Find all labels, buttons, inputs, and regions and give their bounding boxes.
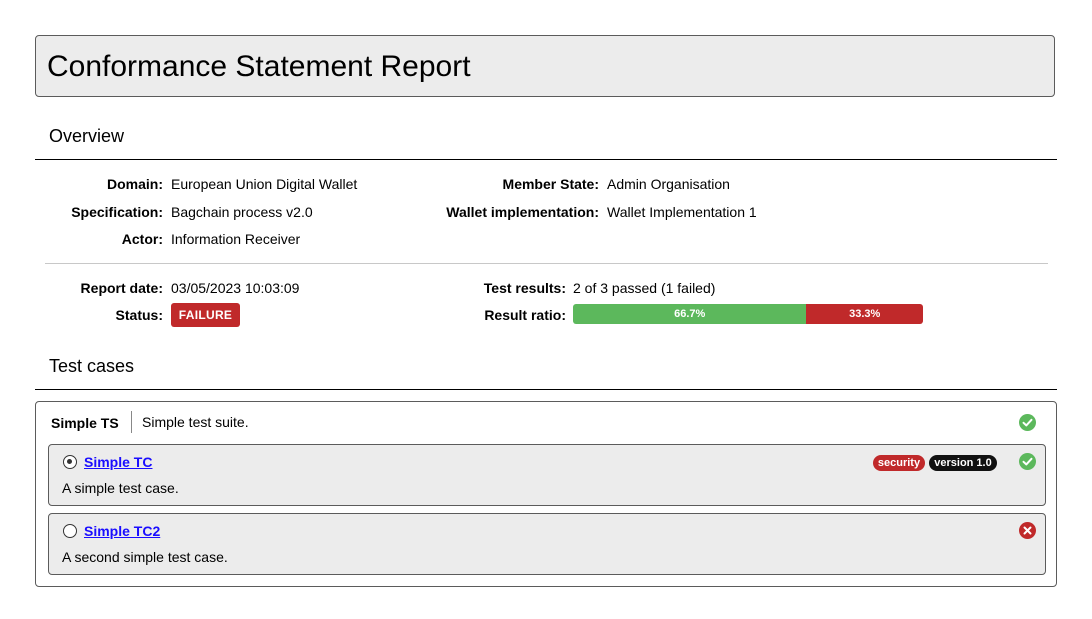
test-suite-panel[interactable]: Simple TS Simple test suite. Simple TC s…	[35, 401, 1057, 587]
status-label: Status:	[115, 307, 163, 323]
test-case-description: A second simple test case.	[62, 549, 228, 565]
check-circle-icon	[1019, 453, 1036, 470]
result-ratio-bar: 66.7% 33.3%	[573, 304, 923, 324]
test-cases-heading: Test cases	[49, 356, 135, 376]
test-suite-name: Simple TS	[51, 415, 119, 431]
actor-value: Information Receiver	[171, 231, 301, 247]
page-title: Conformance Statement Report	[47, 50, 471, 83]
overview-section-header: Overview	[35, 126, 1057, 160]
status-badge: FAILURE	[171, 303, 240, 327]
report-date-label: Report date:	[80, 280, 163, 296]
test-results-label: Test results:	[483, 280, 566, 296]
test-case-row[interactable]: Simple TC2 A second simple test case.	[48, 513, 1046, 575]
test-case-select-radio[interactable]	[63, 524, 77, 538]
wallet-implementation-label: Wallet implementation:	[446, 204, 599, 220]
specification-value: Bagchain process v2.0	[171, 204, 313, 220]
test-results-value: 2 of 3 passed (1 failed)	[573, 280, 716, 296]
member-state-label: Member State:	[502, 176, 599, 192]
test-suite-description: Simple test suite.	[142, 414, 249, 430]
test-case-description: A simple test case.	[62, 480, 179, 496]
domain-label: Domain:	[107, 176, 163, 192]
result-ratio-label: Result ratio:	[484, 307, 566, 323]
check-circle-icon	[1019, 414, 1036, 431]
test-cases-section-header: Test cases	[35, 356, 1057, 390]
wallet-implementation-value: Wallet Implementation 1	[607, 204, 757, 220]
domain-value: European Union Digital Wallet	[171, 176, 358, 192]
test-case-link[interactable]: Simple TC	[84, 454, 153, 470]
test-case-link[interactable]: Simple TC2	[84, 523, 161, 539]
tag-badge: version 1.0	[929, 455, 997, 471]
test-case-row[interactable]: Simple TC security version 1.0 A simple …	[48, 444, 1046, 506]
test-case-select-radio[interactable]	[63, 455, 77, 469]
report-header: Conformance Statement Report	[35, 35, 1055, 97]
overview-divider	[45, 263, 1048, 264]
report-date-value: 03/05/2023 10:03:09	[171, 280, 300, 296]
specification-label: Specification:	[71, 204, 163, 220]
ratio-passed-segment: 66.7%	[573, 304, 807, 324]
x-circle-icon	[1019, 522, 1036, 539]
overview-heading: Overview	[49, 126, 125, 146]
suite-separator	[131, 411, 132, 433]
member-state-value: Admin Organisation	[607, 176, 730, 192]
tag-badge: security	[873, 455, 925, 471]
actor-label: Actor:	[121, 231, 163, 247]
ratio-failed-segment: 33.3%	[806, 304, 923, 324]
